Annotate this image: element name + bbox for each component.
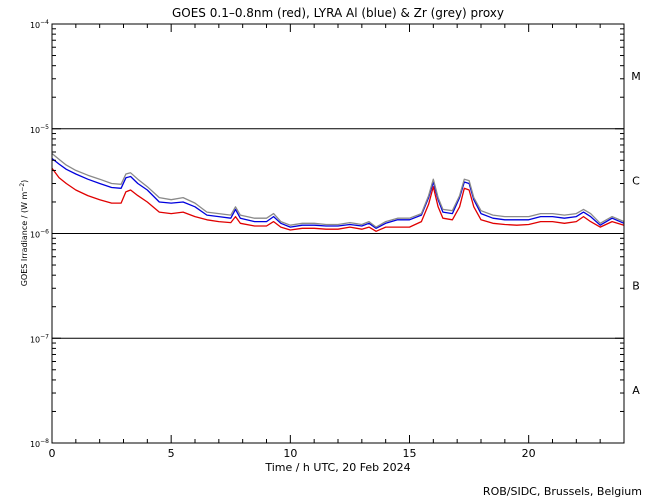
x-axis: 0 5 10 15 20 — [49, 24, 625, 460]
class-lines — [52, 128, 624, 339]
y-tick-label: 10−4 — [30, 19, 49, 30]
x-tick-label: 0 — [49, 447, 56, 460]
y-tick-label: 10−7 — [30, 333, 49, 344]
x-tick-label: 15 — [403, 447, 417, 460]
class-label-M: M — [631, 70, 641, 83]
x-axis-label: Time / h UTC, 20 Feb 2024 — [264, 461, 410, 474]
chart-title: GOES 0.1–0.8nm (red), LYRA Al (blue) & Z… — [172, 6, 504, 20]
x-tick-label: 20 — [522, 447, 536, 460]
y-tick-label: 10−6 — [30, 229, 49, 240]
series-layer — [51, 153, 625, 232]
class-labels: M C B A — [631, 70, 641, 397]
class-label-C: C — [632, 175, 640, 188]
series-line-0 — [51, 167, 625, 232]
series-line-2 — [51, 153, 625, 228]
x-tick-label: 10 — [283, 447, 297, 460]
credit-text: ROB/SIDC, Brussels, Belgium — [483, 485, 642, 498]
x-tick-label: 5 — [168, 447, 175, 460]
series-line-1 — [51, 157, 625, 229]
y-tick-label: 10−8 — [30, 438, 49, 449]
class-label-A: A — [632, 384, 640, 397]
y-axis-label: GOES Irradiance / (W m−2) — [19, 180, 29, 287]
y-axis: 10−4 10−5 10−6 10−7 10−8 — [30, 19, 624, 449]
class-label-B: B — [632, 279, 640, 292]
y-tick-label: 10−5 — [30, 124, 49, 135]
